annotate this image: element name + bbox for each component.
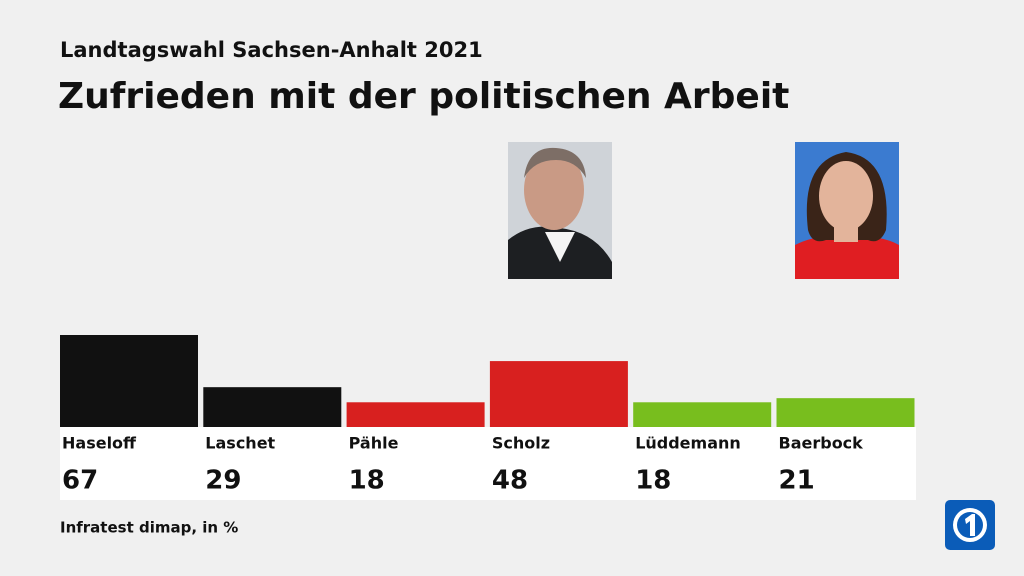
value-label: 21 [779,466,815,496]
value-label: 29 [205,466,241,496]
bar [489,361,628,427]
chart-title: Zufrieden mit der politischen Arbeit [58,76,789,117]
source-note: Infratest dimap, in % [60,519,238,537]
photo-baerbock [795,142,899,279]
category-label: Lüddemann [635,434,741,453]
category-label: Haseloff [62,434,137,453]
category-label: Scholz [492,434,550,453]
bar [346,402,485,427]
category-label: Baerbock [779,434,864,453]
bar [776,398,915,427]
value-label: 67 [62,466,98,496]
category-label: Pähle [349,434,399,453]
bar [203,387,342,427]
value-label: 48 [492,466,528,496]
category-label: Laschet [205,434,275,453]
value-label: 18 [349,466,385,496]
bar [60,335,198,427]
photo-scholz [508,142,612,279]
logo [945,500,995,550]
value-label: 18 [635,466,671,496]
chart-subtitle: Landtagswahl Sachsen-Anhalt 2021 [60,38,483,62]
label-panel [60,427,916,500]
bar [633,402,772,427]
